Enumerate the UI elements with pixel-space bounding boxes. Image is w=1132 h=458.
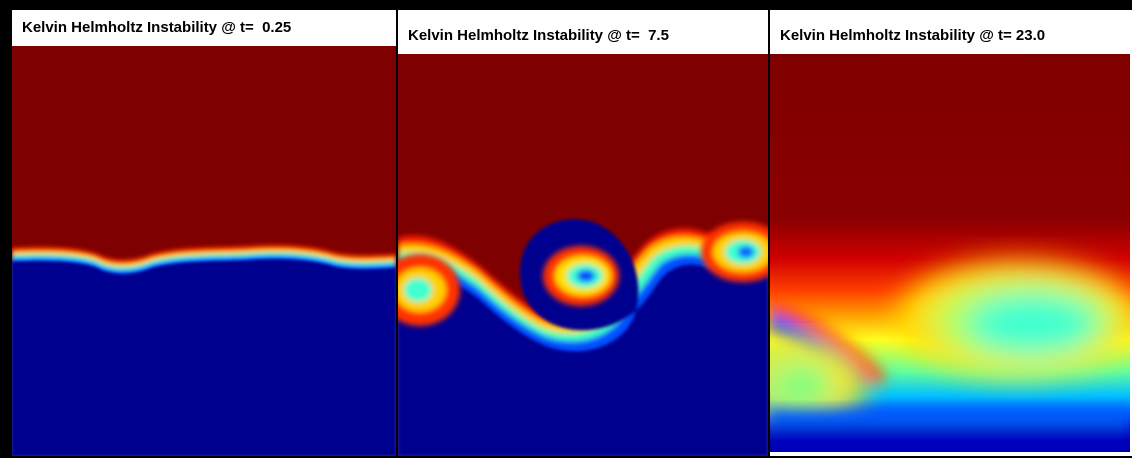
panel-title: Kelvin Helmholtz Instability @ t= 23.0 (770, 18, 1132, 54)
panel-t-7-5: Kelvin Helmholtz Instability @ t= 7.5 (398, 10, 768, 456)
density-field-t-7-5 (398, 50, 768, 456)
density-field-t-0-25 (12, 40, 396, 456)
panel-t-23-0: Kelvin Helmholtz Instability @ t= 23.0 (770, 10, 1132, 456)
panel-title: Kelvin Helmholtz Instability @ t= 0.25 (12, 10, 396, 46)
panel-title: Kelvin Helmholtz Instability @ t= 7.5 (398, 18, 768, 54)
panel-t-0-25: Kelvin Helmholtz Instability @ t= 0.25 (12, 10, 396, 456)
density-field-t-23-0 (770, 50, 1130, 452)
